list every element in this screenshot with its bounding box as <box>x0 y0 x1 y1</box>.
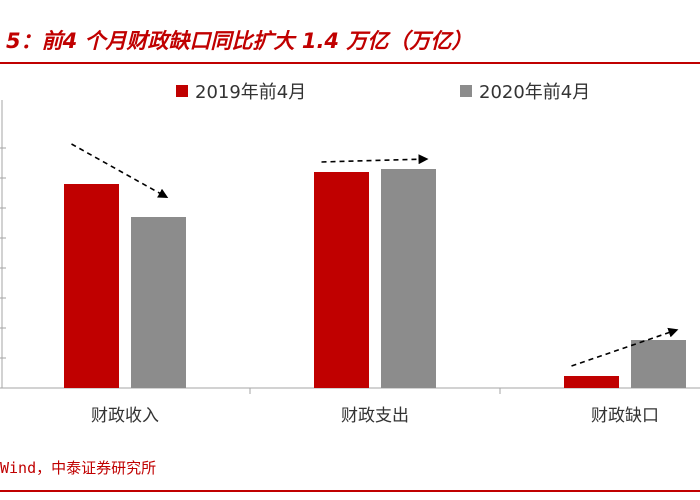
legend-label-2020: 2020年前4月 <box>479 82 591 103</box>
x-tick-label-3: 财政缺口 <box>591 406 659 426</box>
trend-arrow-3 <box>571 327 679 367</box>
x-tick-label-1: 财政收入 <box>91 406 159 426</box>
legend-swatch-2020 <box>460 85 472 97</box>
chart-title: 5：前4 个月财政缺口同比扩大 1.4 万亿（万亿） <box>6 29 473 53</box>
legend-swatch-2019 <box>176 85 188 97</box>
legend-item-2019: 2019年前4月 <box>176 80 307 103</box>
bar-2020-2 <box>381 169 436 388</box>
legend-label-2019: 2019年前4月 <box>195 82 307 103</box>
source-note: Wind，中泰证券研究所 <box>0 459 157 477</box>
legend-item-2020: 2020年前4月 <box>460 80 591 103</box>
trend-arrow-1 <box>71 143 169 198</box>
footer-divider <box>0 490 700 492</box>
bar-2019-1 <box>64 184 119 388</box>
trend-arrow-2 <box>321 154 429 165</box>
title-divider <box>0 62 700 64</box>
bar-2020-3 <box>631 340 686 388</box>
bar-2019-3 <box>564 376 619 388</box>
x-tick-label-2: 财政支出 <box>341 406 409 426</box>
bar-2020-1 <box>131 217 186 388</box>
bar-2019-2 <box>314 172 369 388</box>
